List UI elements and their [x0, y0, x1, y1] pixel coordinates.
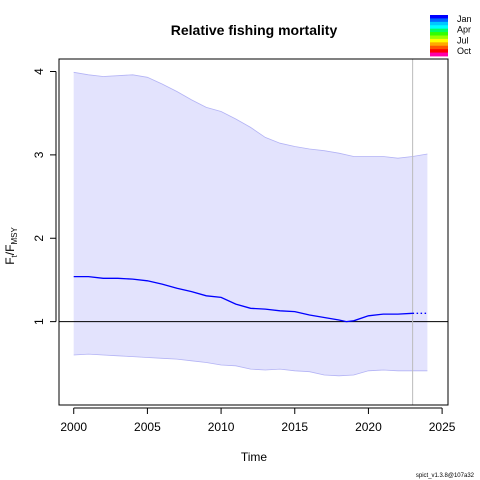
legend-swatch — [430, 35, 448, 40]
legend-swatch — [430, 18, 448, 23]
legend-swatch — [430, 38, 448, 43]
chart-title: Relative fishing mortality — [171, 22, 338, 38]
x-tick-label: 2015 — [281, 420, 308, 434]
y-tick-label: 4 — [32, 68, 46, 75]
legend-label: Apr — [457, 25, 471, 35]
legend-swatch — [430, 28, 448, 33]
footer-version: spict_v1.3.8@107a32 — [416, 473, 475, 479]
y-tick-label: 1 — [32, 318, 46, 325]
legend-swatch — [430, 25, 448, 30]
x-axis-label: Time — [241, 450, 268, 464]
confidence-band — [73, 72, 428, 376]
x-tick-label: 2005 — [134, 420, 161, 434]
legend-swatch — [430, 52, 448, 57]
lower-confidence-line — [73, 353, 428, 377]
legend-swatch — [430, 42, 448, 47]
legend-label: Oct — [457, 46, 472, 56]
legend-label: Jan — [457, 14, 472, 24]
legend-swatch — [430, 21, 448, 26]
x-tick-label: 2000 — [60, 420, 87, 434]
y-tick-label: 2 — [32, 235, 46, 242]
legend-swatch — [430, 49, 448, 53]
plot-area — [59, 59, 448, 405]
y-axis: 1 2 3 4 — [32, 68, 57, 325]
legend-swatch — [430, 15, 448, 19]
legend-swatch — [430, 32, 448, 36]
y-axis-label: Ft/FMSY — [3, 227, 19, 265]
x-tick-label: 2020 — [355, 420, 382, 434]
x-tick-label: 2025 — [429, 420, 456, 434]
legend-label: Jul — [457, 35, 469, 45]
plot-frame — [58, 58, 449, 406]
upper-confidence-line — [73, 71, 428, 159]
estimate-line — [73, 275, 413, 323]
y-tick-label: 3 — [32, 151, 46, 158]
legend-swatch — [430, 45, 448, 50]
x-tick-label: 2010 — [208, 420, 235, 434]
x-axis: 2000 2005 2010 2015 2020 2025 — [60, 407, 456, 434]
